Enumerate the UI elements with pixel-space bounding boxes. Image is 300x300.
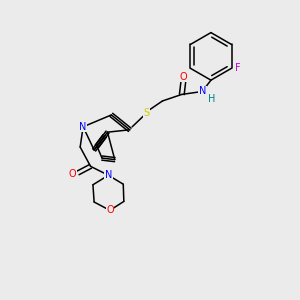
Text: S: S [143,108,149,118]
Text: H: H [208,94,215,104]
Text: O: O [106,205,114,215]
Text: O: O [69,169,76,179]
Text: N: N [199,86,206,96]
Text: N: N [80,122,87,132]
Text: F: F [235,63,241,73]
Text: O: O [179,72,187,82]
Text: N: N [105,170,112,180]
